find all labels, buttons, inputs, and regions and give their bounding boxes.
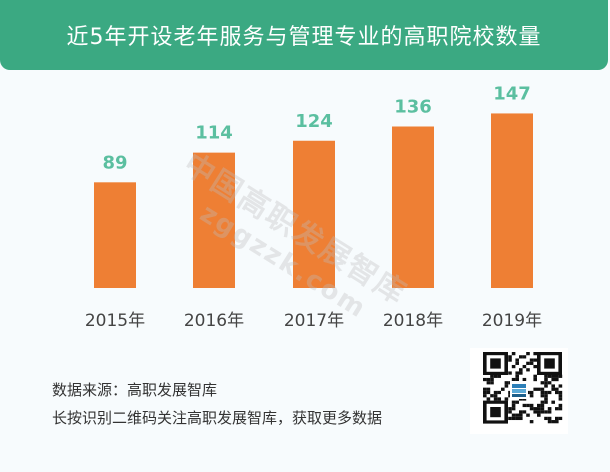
bar-2016年 <box>193 152 235 288</box>
qr-note: 长按识别二维码关注高职发展智库，获取更多数据 <box>52 409 383 427</box>
x-tick-label: 2016年 <box>184 311 244 331</box>
title-bar: 近5年开设老年服务与管理专业的高职院校数量 <box>0 0 608 70</box>
qr-code-icon[interactable] <box>470 348 568 434</box>
bar-2015年 <box>94 182 136 288</box>
data-label: 147 <box>493 83 531 104</box>
x-tick-label: 2015年 <box>85 311 145 331</box>
data-label: 136 <box>394 97 432 118</box>
bar-2017年 <box>293 140 335 288</box>
data-source: 数据来源：高职发展智库 <box>52 381 218 399</box>
bar-2018年 <box>392 126 434 288</box>
x-tick-label: 2018年 <box>383 311 443 331</box>
x-tick-label: 2017年 <box>284 311 344 331</box>
data-label: 124 <box>295 111 333 132</box>
page-title: 近5年开设老年服务与管理专业的高职院校数量 <box>66 25 542 50</box>
footer: 数据来源：高职发展智库 长按识别二维码关注高职发展智库，获取更多数据 <box>52 376 382 432</box>
data-label: 114 <box>195 123 233 144</box>
bar-2019年 <box>491 113 533 288</box>
bar-chart: 89 2015年 114 2016年 124 2017年 136 2018年 147 2019年 <box>85 83 542 331</box>
x-tick-label: 2019年 <box>482 311 542 331</box>
data-label: 89 <box>102 152 127 173</box>
